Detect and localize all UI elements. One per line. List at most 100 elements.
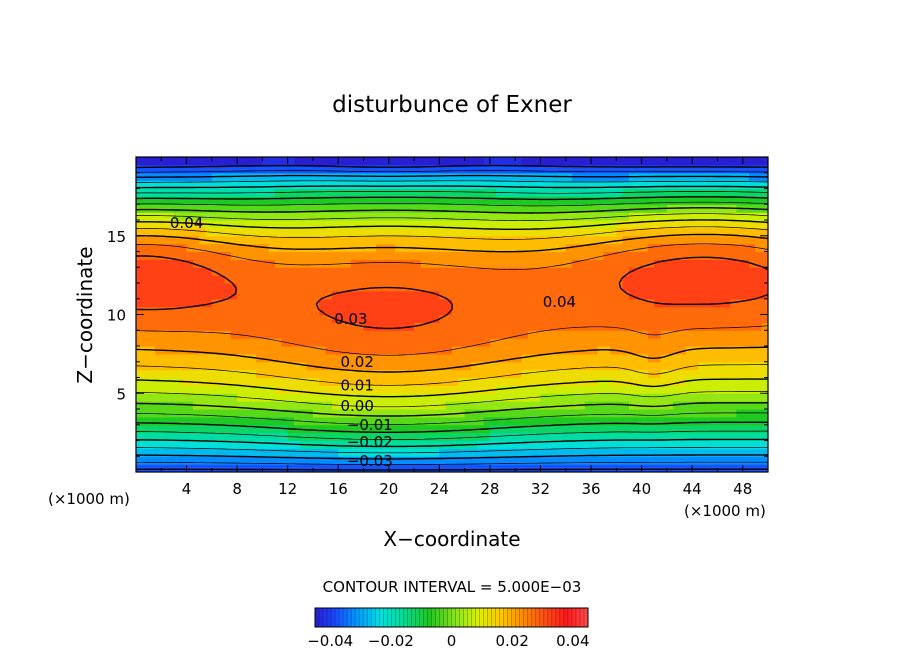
contour-cell [230, 204, 238, 213]
contour-cell [167, 251, 175, 260]
contour-cell [666, 424, 674, 434]
contour-cell [218, 306, 226, 316]
contour-cell [350, 172, 358, 182]
contour-cell [148, 464, 156, 472]
contour-cell [660, 259, 668, 268]
contour-cell [470, 275, 478, 284]
contour-cell [704, 251, 712, 260]
contour-cell [452, 322, 459, 331]
contour-cell [502, 385, 510, 394]
contour-cell [597, 369, 605, 379]
contour-cell [464, 204, 472, 213]
contour-cell [704, 393, 712, 402]
contour-cell [338, 424, 346, 434]
contour-cell [281, 188, 289, 197]
contour-cell [281, 361, 289, 371]
contour-cell [173, 330, 181, 339]
contour-cell [426, 267, 434, 276]
contour-cell [357, 290, 365, 300]
contour-cell [414, 385, 421, 394]
contour-cell [477, 369, 485, 379]
contour-cell [281, 196, 289, 205]
contour-cell [350, 464, 358, 472]
contour-cell [199, 204, 207, 213]
colorbar-segment [439, 608, 444, 627]
contour-cell [635, 298, 643, 308]
contour-cell [401, 401, 409, 410]
contour-cell [565, 464, 573, 472]
contour-cell [357, 212, 365, 221]
contour-cell [654, 338, 662, 347]
contour-cell [420, 330, 428, 339]
contour-cell [565, 377, 573, 386]
contour-cell [698, 188, 706, 197]
contour-cell [186, 353, 194, 363]
contour-cell [414, 212, 421, 221]
contour-cell [647, 361, 655, 371]
contour-cell [199, 243, 207, 253]
contour-cell [357, 377, 365, 386]
contour-cell [243, 377, 251, 386]
contour-cell [673, 259, 681, 268]
contour-cell [376, 361, 384, 371]
contour-cell [572, 432, 579, 442]
contour-cell [647, 180, 655, 190]
contour-cell [369, 361, 377, 371]
contour-cell [483, 306, 491, 316]
contour-cell [622, 322, 630, 331]
contour-cell [294, 298, 301, 308]
contour-cell [243, 220, 251, 229]
contour-cell [294, 456, 301, 465]
contour-cell [572, 290, 579, 300]
contour-cell [641, 235, 649, 245]
contour-cell [477, 290, 485, 300]
contour-cell [294, 290, 301, 300]
contour-cell [325, 220, 333, 229]
contour-cell [186, 204, 194, 213]
contour-cell [420, 196, 428, 205]
contour-cell [610, 196, 617, 205]
contour-cell [230, 432, 238, 442]
contour-cell [692, 401, 700, 410]
contour-cell [205, 157, 213, 166]
contour-cell [287, 212, 295, 221]
contour-cell [249, 448, 257, 457]
contour-line [136, 233, 768, 373]
contour-cell [616, 290, 624, 300]
contour-cell [685, 251, 693, 260]
contour-cell [534, 385, 542, 394]
contour-cell [483, 235, 491, 245]
contour-cell [546, 432, 554, 442]
contour-cell [350, 164, 358, 174]
contour-cell [161, 275, 169, 284]
contour-cell [458, 157, 466, 166]
contour-cell [578, 204, 586, 213]
contour-cell [230, 393, 238, 402]
contour-cell [186, 306, 194, 316]
contour-cell [452, 290, 459, 300]
contour-cell [628, 424, 636, 434]
contour-cell [382, 267, 390, 276]
contour-cell [553, 353, 561, 363]
contour-cell [357, 385, 365, 394]
contour-cell [755, 196, 763, 205]
contour-cell [154, 220, 162, 229]
contour-cell [224, 385, 232, 394]
contour-cell [357, 424, 365, 434]
contour-cell [414, 424, 421, 434]
contour-cell [319, 456, 327, 465]
contour-cell [458, 251, 466, 260]
contour-cell [218, 401, 226, 410]
contour-cell [363, 227, 371, 237]
contour-cell [704, 314, 712, 323]
contour-cell [692, 196, 700, 205]
contour-cell [275, 346, 282, 355]
contour-cell [622, 180, 630, 190]
contour-cell [199, 464, 207, 472]
contour-cell [711, 220, 719, 229]
contour-cell [546, 267, 554, 276]
contour-cell [647, 377, 655, 386]
contour-cell [470, 409, 478, 418]
contour-cell [654, 220, 662, 229]
